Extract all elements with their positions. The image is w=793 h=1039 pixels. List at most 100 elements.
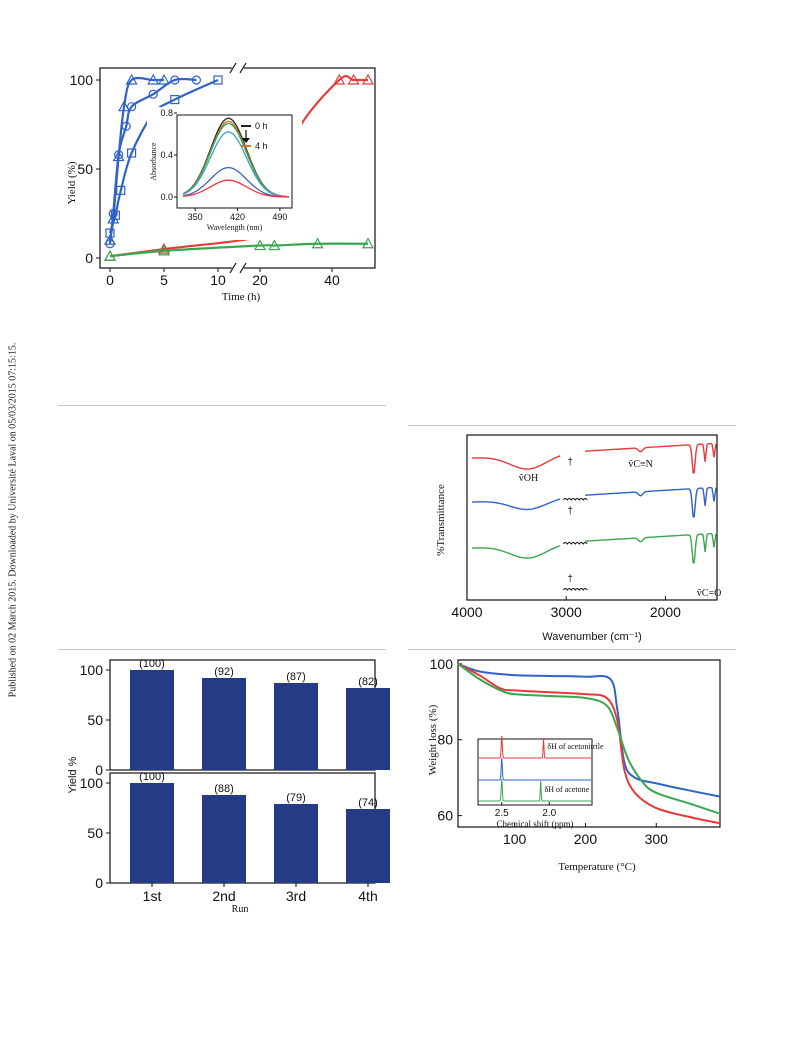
x-axis-label: Temperature (°C) [558, 861, 636, 873]
x-tick-label: 40 [324, 272, 340, 288]
data-point [268, 239, 281, 251]
dagger-mark: † [567, 457, 573, 468]
axis-break-mark [239, 62, 247, 74]
data-point [126, 148, 137, 158]
inset-x-tick-label: 490 [272, 212, 287, 222]
absorbance-curve [182, 131, 290, 198]
data-point [114, 150, 124, 160]
inset-frame [477, 738, 593, 806]
cut-marker [562, 542, 588, 545]
cut-marker [562, 498, 588, 501]
bar [202, 795, 246, 883]
y-tick-label: 100 [80, 775, 104, 791]
data-point [191, 75, 201, 85]
absorbance-inset: 350 420 490 0.0 0.4 0.8 Wavelength (nm) Absorba… [147, 107, 302, 240]
ftir-spectrum-green [585, 532, 718, 564]
dagger-mark: † [567, 506, 573, 517]
data-point [125, 73, 138, 85]
bar-value-label: (82) [358, 676, 378, 688]
bar [274, 804, 318, 883]
inset-x-axis-label: Wavelength (nm) [207, 223, 263, 232]
bar-value-label: (79) [286, 792, 306, 804]
data-point [110, 210, 121, 220]
y-tick-label: 0 [85, 250, 93, 266]
axis-break-gap [232, 264, 244, 272]
x-axis-label: Run [232, 904, 249, 915]
publication-sidebar: Published on 02 March 2015. Downloaded b… [0, 0, 26, 1039]
y-tick-label: 0 [95, 875, 103, 891]
bar-value-label: (88) [214, 783, 234, 795]
recycle-bar-chart: Yield % Run 0 50 100 (100) (92) (87) (82) 0 50 10… [67, 658, 390, 915]
y-tick-label: 80 [437, 732, 453, 748]
legend-arrow-head [242, 138, 250, 143]
data-point [116, 185, 126, 195]
series-line-blue [108, 78, 219, 234]
y-tick-label: 100 [80, 662, 104, 678]
bar [130, 783, 174, 883]
x-tick-label: 2000 [650, 604, 681, 620]
category-label: 4th [358, 888, 377, 904]
bar [130, 670, 174, 770]
divider-left-top [58, 405, 386, 406]
divider-right-top [408, 425, 736, 426]
inset-x-tick-label: 2.0 [542, 808, 556, 819]
ftir-spectrum-blue [585, 486, 718, 518]
inset-x-tick-label: 2.5 [495, 808, 509, 819]
data-point [333, 73, 346, 85]
data-point [118, 100, 131, 112]
inset-y-axis-label: Absorbance [149, 142, 158, 181]
y-tick-label: 100 [430, 656, 454, 672]
absorbance-curve [182, 179, 289, 198]
plot-frame [466, 434, 718, 601]
y-tick-label: 60 [437, 808, 453, 824]
divider-left-bottom [58, 649, 386, 650]
bar-value-label: (87) [286, 671, 306, 683]
series-line-green [109, 242, 369, 258]
x-axis-label: Wavenumber (cm⁻¹) [542, 631, 642, 643]
legend-label-0h: 0 h [255, 121, 268, 131]
y-axis-label: Weight loss (%) [427, 704, 439, 775]
acetonitrile-label: δH of acetonitrile [547, 742, 604, 751]
axis-break-gap [232, 64, 244, 72]
bar [202, 678, 246, 770]
co-stretch-label: ṽC=O [697, 588, 722, 599]
acetone-label: δH of acetone [545, 785, 590, 794]
nmr-spectrum-green [478, 778, 592, 802]
tga-curve-blue [457, 662, 721, 798]
category-label: 1st [143, 888, 162, 904]
y-tick-label: 0 [95, 762, 103, 778]
data-point [103, 249, 117, 261]
divider-right-bottom [408, 649, 736, 650]
yield-time-chart: Yield (%) Time (h) 0 5 10 20 40 0 50 100 350 420 4… [66, 62, 376, 303]
tga-curve-red [457, 662, 721, 825]
data-point [170, 75, 180, 85]
bar [346, 688, 390, 770]
x-tick-label: 100 [503, 831, 527, 847]
plot-frame [457, 659, 721, 828]
x-tick-label: 200 [574, 831, 598, 847]
dagger-mark: † [567, 574, 573, 585]
y-axis-label: Yield % [67, 756, 79, 793]
category-label: 2nd [212, 888, 235, 904]
publication-notice: Published on 02 March 2015. Downloaded b… [7, 342, 19, 698]
data-point [361, 73, 375, 85]
ftir-spectrum-green [471, 544, 561, 559]
ftir-chart: %Transmittance Wavenumber (cm⁻¹) 4000 300… [435, 434, 722, 643]
data-point [157, 244, 171, 256]
data-point [121, 121, 131, 131]
y-tick-label: 50 [77, 161, 93, 177]
data-point [147, 73, 160, 85]
x-tick-label: 300 [645, 831, 669, 847]
legend-label-4h: 4 h [255, 141, 268, 151]
data-point [103, 233, 117, 245]
inset-y-tick-label: 0.4 [160, 150, 173, 160]
y-axis-label: %Transmittance [435, 484, 447, 556]
inset-x-axis-label: Chemical shift (ppm) [497, 819, 574, 829]
nmr-inset: δH of acetonitrile δH of acetone 2.5 2.0Che… [477, 735, 604, 829]
x-tick-label: 3000 [551, 604, 582, 620]
bar-value-label: (92) [214, 666, 234, 678]
nmr-spectrum-red [478, 735, 592, 759]
data-point [157, 242, 171, 254]
axis-break-mark [229, 262, 237, 274]
bar-value-label: (100) [139, 658, 165, 670]
